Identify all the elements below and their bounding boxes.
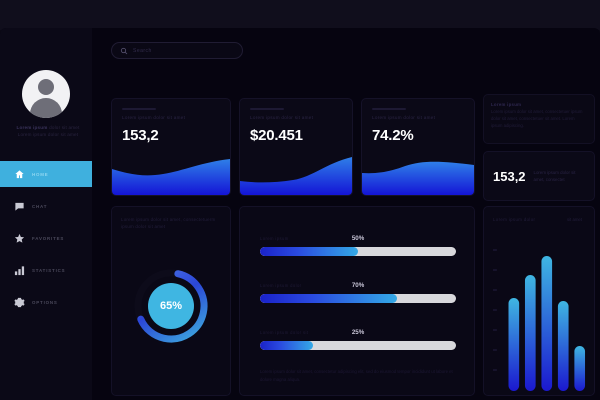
progress-panel-footer: Lorem ipsum dolor sit amet, consectetur … — [260, 369, 453, 382]
donut-chart[interactable]: 65% — [130, 265, 212, 347]
sidebar-item-options[interactable]: OPTIONS — [0, 289, 92, 315]
sidebar-item-favorites[interactable]: FAVORITES — [0, 225, 92, 251]
right-stat-value: 153,2 — [493, 168, 526, 184]
gear-icon — [14, 297, 25, 308]
kpi-card-1[interactable]: Lorem ipsum dolor sit amet 153,2 — [111, 98, 231, 196]
kpi-card-1-sparkline — [112, 155, 230, 195]
progress-row[interactable]: Lorem ipsum dolor sit 25% — [260, 329, 456, 350]
sidebar-item-statistics[interactable]: STATISTICS — [0, 257, 92, 283]
bar-chart-legend: sit amet — [566, 217, 582, 222]
profile-meta: Lorem ipsum dolor sit amet — [17, 132, 79, 138]
donut-panel-title: Lorem ipsum dolor sit amet, consectetuer… — [121, 217, 216, 230]
profile-role: dolor sit amet — [49, 125, 80, 130]
progress-row-tag: Lorem ipsum dolor — [260, 283, 302, 288]
kpi-card-3-value: 74.2% — [372, 127, 414, 144]
kpi-card-2-subtitle: Lorem ipsum dolor sit amet — [250, 115, 314, 120]
right-stat-card[interactable]: 153,2 Lorem ipsum dolor sit amet, consec… — [483, 151, 595, 201]
sidebar-item-home[interactable]: HOME — [0, 161, 92, 187]
progress-fill — [260, 341, 313, 350]
progress-fill — [260, 247, 358, 256]
chat-icon — [14, 201, 25, 212]
search-input[interactable] — [133, 47, 234, 54]
kpi-card-1-value: 153,2 — [122, 127, 159, 144]
sidebar-menu: HOME CHAT FAVORITES — [0, 161, 92, 315]
dashboard-frame: Lorem ipsum dolor sit amet Lorem ipsum d… — [0, 28, 600, 400]
progress-track[interactable] — [260, 294, 456, 303]
donut-percent-label: 65% — [159, 300, 183, 312]
progress-row[interactable]: Lorem ipsum dolor 70% — [260, 282, 456, 303]
progress-rows: Lorem ipsum 50% Lorem ipsum dolor 70% — [260, 235, 456, 350]
kpi-card-3-accent — [372, 108, 406, 110]
right-stat-note: Lorem ipsum dolor sit amet, consectet — [533, 169, 576, 182]
progress-track[interactable] — [260, 341, 456, 350]
sidebar-item-chat[interactable]: CHAT — [0, 193, 92, 219]
kpi-card-3-subtitle: Lorem ipsum dolor sit amet — [372, 115, 436, 120]
kpi-card-2-sparkline — [240, 155, 352, 195]
sidebar-item-statistics-label: STATISTICS — [32, 267, 66, 273]
avatar-body-shape — [30, 98, 62, 118]
bar-chart-icon — [14, 265, 25, 276]
right-note-card: Lorem ipsum Lorem ipsum dolor sit amet, … — [483, 94, 595, 144]
avatar[interactable] — [22, 70, 70, 118]
donut-panel: Lorem ipsum dolor sit amet, consectetuer… — [111, 206, 231, 396]
progress-row-tag: Lorem ipsum dolor sit — [260, 330, 309, 335]
search-bar[interactable] — [111, 42, 243, 59]
sidebar-item-favorites-label: FAVORITES — [32, 235, 65, 241]
sidebar-item-home-label: HOME — [32, 171, 49, 177]
bar-chart[interactable] — [493, 231, 586, 391]
sidebar: Lorem ipsum dolor sit amet Lorem ipsum d… — [0, 28, 92, 400]
home-icon — [14, 169, 25, 180]
kpi-card-1-subtitle: Lorem ipsum dolor sit amet — [122, 115, 186, 120]
sidebar-item-options-label: OPTIONS — [32, 299, 58, 305]
bar-chart-title: Lorem ipsum dolor — [493, 217, 536, 222]
progress-row-tag: Lorem ipsum — [260, 236, 289, 241]
avatar-head-shape — [38, 79, 54, 95]
profile-name: Lorem ipsum — [16, 125, 48, 130]
kpi-card-2-value: $20.451 — [250, 127, 303, 144]
kpi-card-2[interactable]: Lorem ipsum dolor sit amet $20.451 — [239, 98, 353, 196]
search-icon — [120, 47, 128, 55]
right-note-heading: Lorem ipsum — [491, 102, 522, 107]
profile-text: Lorem ipsum dolor sit amet Lorem ipsum d… — [6, 124, 90, 138]
star-icon — [14, 233, 25, 244]
kpi-card-2-accent — [250, 108, 284, 110]
kpi-card-3[interactable]: Lorem ipsum dolor sit amet 74.2% — [361, 98, 475, 196]
progress-panel: Lorem ipsum 50% Lorem ipsum dolor 70% — [239, 206, 475, 396]
page-backdrop — [0, 0, 600, 30]
sidebar-item-chat-label: CHAT — [32, 203, 48, 209]
right-note-body: Lorem ipsum dolor sit amet, consectetuer… — [491, 109, 583, 129]
kpi-card-3-sparkline — [362, 155, 474, 195]
progress-track[interactable] — [260, 247, 456, 256]
bar-chart-panel: Lorem ipsum dolor sit amet — [483, 206, 595, 396]
progress-row-percent: 25% — [351, 329, 365, 336]
kpi-card-1-accent — [122, 108, 156, 110]
main-content: Lorem ipsum dolor sit amet 153,2 Lorem i… — [92, 28, 600, 400]
progress-row[interactable]: Lorem ipsum 50% — [260, 235, 456, 256]
progress-fill — [260, 294, 398, 303]
progress-row-percent: 70% — [351, 282, 365, 289]
progress-row-percent: 50% — [351, 235, 365, 242]
